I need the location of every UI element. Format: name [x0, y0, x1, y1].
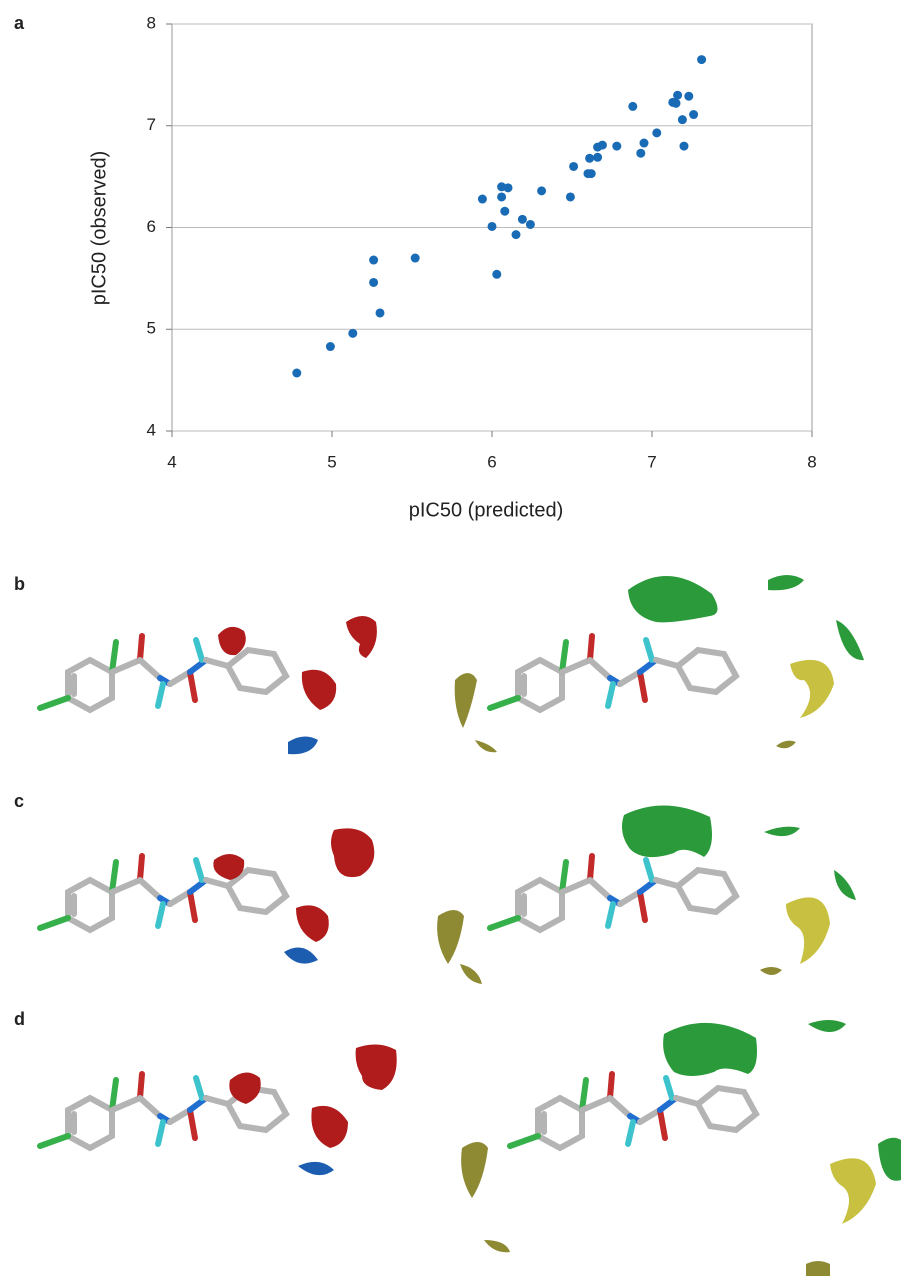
molecule-part	[355, 1044, 397, 1090]
molecule-part	[786, 897, 830, 964]
y-axis-title: pIC50 (observed)	[88, 151, 110, 306]
molecule-part	[284, 947, 318, 964]
molecule-part	[437, 910, 464, 964]
data-point	[639, 138, 649, 148]
molecule-part	[490, 856, 736, 930]
molecule-part	[622, 805, 712, 858]
data-point	[673, 90, 683, 100]
x-axis-title: pIC50 (predicted)	[409, 499, 564, 521]
x-tick-label: 5	[327, 452, 336, 471]
data-point	[689, 110, 699, 120]
data-point	[697, 55, 707, 65]
molecule-part	[834, 870, 856, 900]
molecule-part	[296, 905, 329, 942]
data-point	[410, 253, 420, 263]
data-point	[612, 141, 622, 151]
molecule-part	[461, 1142, 488, 1198]
molecule-view	[40, 1020, 901, 1276]
molecule-part	[628, 575, 718, 623]
data-point	[511, 230, 521, 240]
data-point	[477, 194, 487, 204]
data-point	[586, 169, 596, 179]
molecule-part	[776, 740, 796, 749]
molecule-part	[836, 620, 864, 661]
molecule-view	[40, 575, 864, 755]
data-point	[593, 152, 603, 162]
data-point	[487, 221, 497, 231]
molecule-part	[806, 1261, 830, 1276]
molecule-part	[311, 1105, 348, 1148]
data-point	[652, 128, 662, 138]
data-point	[369, 255, 379, 265]
data-point	[585, 153, 595, 163]
data-point	[569, 161, 579, 171]
y-tick-label: 7	[147, 115, 156, 134]
data-point	[636, 148, 646, 158]
data-point	[677, 115, 687, 125]
data-point	[517, 214, 527, 224]
data-point	[503, 183, 513, 193]
molecule-part	[346, 616, 377, 658]
molecule-part	[764, 826, 800, 837]
data-point	[492, 269, 502, 279]
molecule-part	[40, 636, 286, 710]
panel-label: a	[14, 13, 25, 33]
data-point	[292, 368, 302, 378]
data-point	[497, 192, 507, 202]
molecule-part	[288, 736, 318, 755]
panel-label: d	[14, 1009, 25, 1029]
data-point	[565, 192, 575, 202]
molecule-part	[331, 828, 375, 878]
molecule-part	[830, 1158, 876, 1224]
x-tick-label: 6	[487, 452, 496, 471]
molecule-part	[484, 1240, 510, 1253]
molecule-part	[460, 964, 482, 984]
molecule-part	[40, 856, 286, 930]
y-tick-label: 4	[147, 420, 156, 439]
data-point	[375, 308, 385, 318]
molecule-part	[229, 1072, 261, 1104]
data-point	[325, 342, 335, 352]
data-point	[628, 101, 638, 111]
data-point	[348, 328, 358, 338]
molecule-part	[454, 673, 477, 728]
molecule-part	[213, 854, 245, 880]
x-tick-label: 7	[647, 452, 656, 471]
data-point	[679, 141, 689, 151]
data-point	[537, 186, 547, 196]
molecule-view	[40, 805, 856, 984]
molecule-part	[490, 636, 736, 710]
molecule-part	[475, 740, 497, 753]
molecule-part	[663, 1022, 757, 1076]
x-tick-label: 8	[807, 452, 816, 471]
panel-label: c	[14, 791, 24, 811]
panel-label: b	[14, 574, 25, 594]
molecule-part	[768, 575, 804, 591]
molecule-part	[808, 1020, 846, 1032]
data-point	[525, 219, 535, 229]
molecule-part	[760, 967, 782, 975]
molecule-part	[298, 1161, 334, 1176]
molecule-part	[510, 1074, 756, 1148]
data-point	[369, 277, 379, 287]
molecule-part	[878, 1137, 901, 1181]
molecule-part	[218, 626, 246, 656]
data-point	[671, 98, 681, 108]
y-tick-label: 5	[147, 319, 156, 338]
data-point	[597, 140, 607, 150]
x-tick-label: 4	[167, 452, 176, 471]
molecule-part	[301, 669, 337, 710]
data-point	[684, 91, 694, 101]
y-tick-label: 6	[147, 217, 156, 236]
data-point	[500, 206, 510, 216]
molecule-part	[790, 659, 834, 718]
y-tick-label: 8	[147, 13, 156, 32]
